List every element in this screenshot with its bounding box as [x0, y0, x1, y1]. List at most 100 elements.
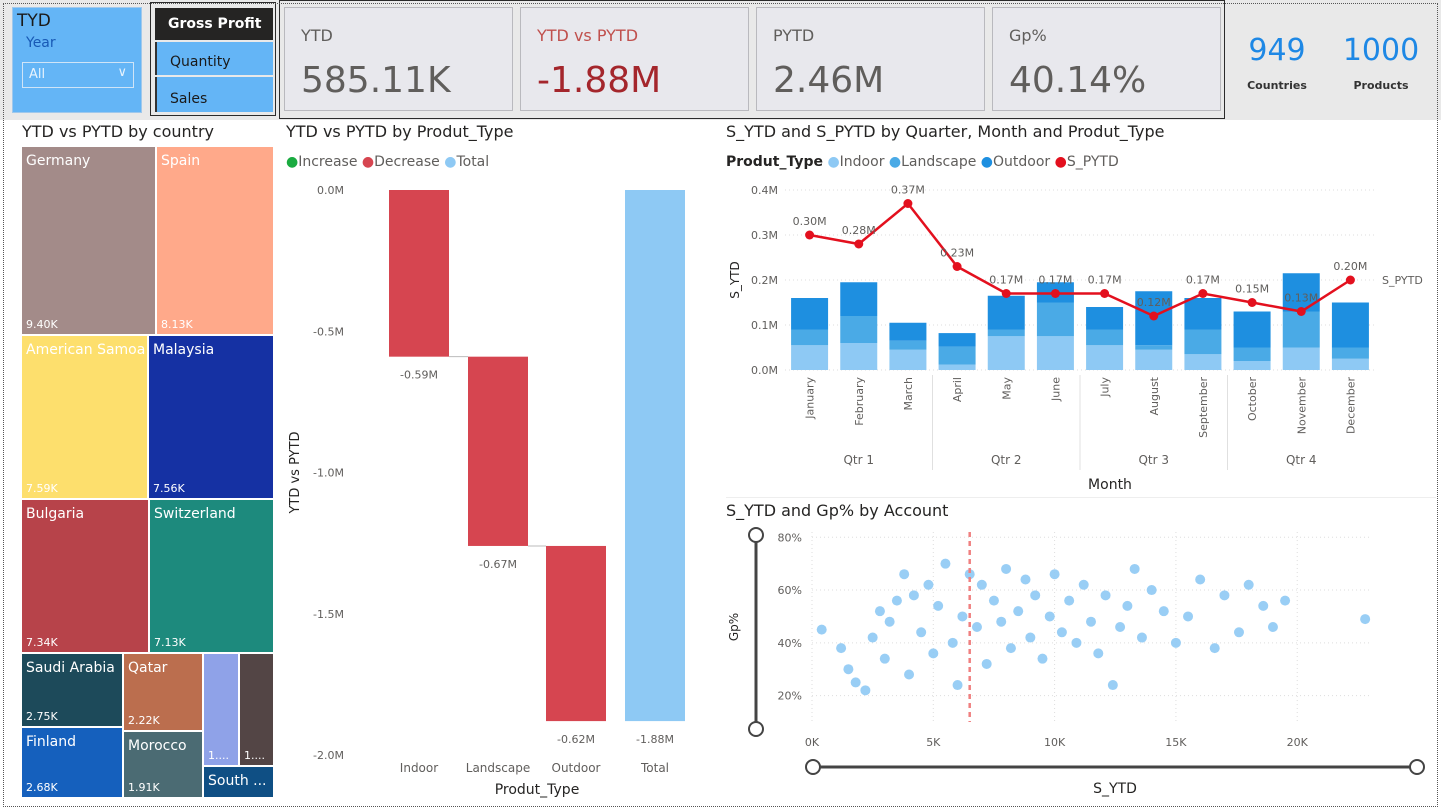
- x-tick-label: Landscape: [466, 761, 530, 775]
- stacked-bar-segment: [1184, 329, 1222, 355]
- combo-legend: Produt_Type ●Indoor ●Landscape ●Outdoor …: [726, 154, 1226, 174]
- legend-label: Decrease: [374, 154, 440, 170]
- scatter-point: [1219, 590, 1230, 601]
- kpi-card-ytd-vs-pytd: YTD vs PYTD -1.88M: [520, 7, 749, 111]
- stacked-bar-segment: [1282, 273, 1320, 312]
- stacked-bar-segment: [1184, 354, 1222, 370]
- legend-item-total[interactable]: ●Total: [444, 154, 490, 170]
- kpi-frame: [279, 0, 1225, 119]
- tile-value: 7.34K: [26, 636, 58, 649]
- legend-item-decrease[interactable]: ●Decrease: [361, 154, 440, 170]
- scatter-point: [1243, 579, 1254, 590]
- measure-option-gross-profit[interactable]: Gross Profit: [155, 8, 273, 40]
- scatter-point: [850, 677, 861, 688]
- treemap-tile[interactable]: Spain 8.13K: [156, 146, 274, 335]
- kpi-card-ytd: YTD 585.11K: [284, 7, 513, 111]
- data-label: -0.67M: [479, 558, 517, 571]
- tile-name: Saudi Arabia: [26, 660, 115, 676]
- year-dropdown[interactable]: All ∨: [22, 62, 134, 88]
- legend-label: S_PYTD: [1066, 154, 1119, 170]
- legend-label: Landscape: [901, 154, 977, 170]
- scatter-point: [1013, 606, 1024, 617]
- slider-handle[interactable]: [805, 759, 821, 775]
- treemap-tile[interactable]: Malaysia 7.56K: [148, 335, 274, 499]
- data-label: 0.28M: [842, 224, 876, 237]
- kpi-label: YTD vs PYTD: [537, 26, 639, 45]
- treemap-tile[interactable]: 1....: [203, 653, 239, 766]
- scatter-point: [952, 680, 963, 691]
- scatter-point: [1005, 643, 1016, 654]
- legend-label: Outdoor: [993, 154, 1051, 170]
- scatter-point: [1158, 606, 1169, 617]
- kpi-value: 2.46M: [773, 60, 885, 101]
- slider-handle[interactable]: [748, 721, 764, 737]
- treemap-tile[interactable]: Finland 2.68K: [21, 727, 123, 798]
- legend-item-s-pytd[interactable]: ●S_PYTD: [1054, 154, 1119, 170]
- y-tick-label: -1.5M: [313, 608, 344, 621]
- legend-item-outdoor[interactable]: ●Outdoor: [980, 154, 1051, 170]
- measure-option-sales[interactable]: Sales: [155, 77, 273, 112]
- s-pytd-point: [1345, 275, 1355, 285]
- legend-item-indoor[interactable]: ●Indoor: [827, 154, 885, 170]
- legend-item-landscape[interactable]: ●Landscape: [888, 154, 977, 170]
- data-label: -1.88M: [636, 733, 674, 746]
- scatter-point: [981, 658, 992, 669]
- scatter-point: [1071, 637, 1082, 648]
- kpi-label: PYTD: [773, 26, 815, 45]
- treemap-tile[interactable]: American Samoa 7.59K: [21, 335, 148, 499]
- scatter-point: [884, 616, 895, 627]
- kpi-label: YTD: [301, 26, 333, 45]
- kpi-value: -1.88M: [537, 60, 662, 101]
- stacked-bar-segment: [889, 340, 927, 350]
- treemap-tile[interactable]: Morocco 1.91K: [123, 731, 203, 798]
- y-axis-label: S_YTD: [728, 261, 742, 299]
- treemap-tile[interactable]: Switzerland 7.13K: [149, 499, 274, 653]
- quarter-label: Qtr 4: [1286, 453, 1317, 467]
- waterfall-bar: [389, 190, 449, 357]
- treemap-tile[interactable]: Bulgaria 7.34K: [21, 499, 149, 653]
- treemap-tile[interactable]: Saudi Arabia 2.75K: [21, 653, 123, 727]
- year-dropdown-value: All: [29, 67, 46, 82]
- scatter-point: [1025, 632, 1036, 643]
- products-count: 1000: [1342, 33, 1420, 68]
- quarter-label: Qtr 3: [1138, 453, 1169, 467]
- treemap-tile[interactable]: Qatar 2.22K: [123, 653, 203, 731]
- scatter-point: [1107, 680, 1118, 691]
- stacked-bar-segment: [1086, 329, 1124, 346]
- y-tick-label: 0.4M: [751, 184, 778, 197]
- countries-label: Countries: [1247, 79, 1307, 92]
- tile-value: 1....: [208, 749, 229, 762]
- stacked-bar-segment: [987, 329, 1025, 337]
- tile-value: 2.22K: [128, 714, 160, 727]
- x-axis-label: Produt_Type: [495, 782, 580, 798]
- stacked-bar-segment: [987, 336, 1025, 370]
- scatter-point: [1030, 590, 1041, 601]
- treemap-tile[interactable]: South ...: [203, 766, 274, 798]
- scatter-point: [1129, 563, 1140, 574]
- legend-item-increase[interactable]: ●Increase: [286, 154, 358, 170]
- treemap-tile[interactable]: 1....: [239, 653, 274, 766]
- data-label: 0.17M: [989, 274, 1023, 287]
- scatter-point: [1049, 569, 1060, 580]
- data-label: -0.62M: [557, 733, 595, 746]
- y-tick-label: 0.2M: [751, 274, 778, 287]
- s-pytd-point: [854, 239, 864, 249]
- slider-handle[interactable]: [748, 527, 764, 543]
- scatter-point: [867, 632, 878, 643]
- tile-value: 1.91K: [128, 781, 160, 794]
- x-tick-label: May: [1000, 377, 1013, 400]
- stacked-bar-segment: [1086, 307, 1124, 330]
- data-label: -0.59M: [400, 369, 438, 382]
- data-label: 0.12M: [1137, 296, 1171, 309]
- scatter-point: [1183, 611, 1194, 622]
- x-axis-label: Month: [1088, 477, 1132, 493]
- y-axis-label: YTD vs PYTD: [288, 431, 303, 514]
- x-tick-label: 0K: [805, 736, 820, 749]
- slicer-title: TYD: [17, 11, 51, 31]
- scatter-point: [1056, 627, 1067, 638]
- slider-handle[interactable]: [1409, 759, 1425, 775]
- treemap-tile[interactable]: Germany 9.40K: [21, 146, 156, 335]
- scatter-point: [879, 653, 890, 664]
- measure-option-quantity[interactable]: Quantity: [155, 42, 273, 75]
- stacked-bar-segment: [1233, 361, 1271, 370]
